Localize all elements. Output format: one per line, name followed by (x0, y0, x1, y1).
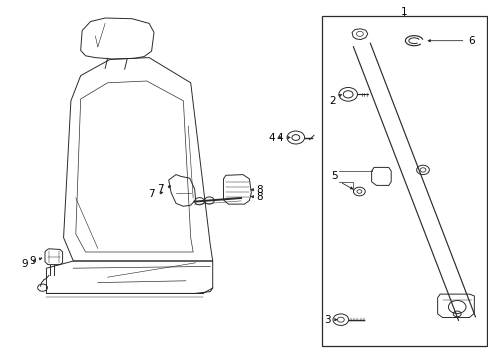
Text: 4: 4 (267, 132, 274, 143)
Text: 5: 5 (330, 171, 337, 181)
Text: 3: 3 (323, 315, 330, 325)
Text: 9: 9 (21, 258, 28, 269)
Text: 6: 6 (468, 36, 474, 46)
Text: 1: 1 (400, 7, 407, 17)
Text: 7: 7 (157, 184, 163, 194)
Text: 4: 4 (276, 132, 283, 143)
Bar (321, 16, 486, 346)
Text: 8: 8 (255, 185, 262, 195)
Text: 8: 8 (256, 192, 263, 202)
Text: 7: 7 (147, 189, 154, 199)
Text: 2: 2 (328, 96, 335, 106)
Text: 9: 9 (29, 256, 36, 266)
